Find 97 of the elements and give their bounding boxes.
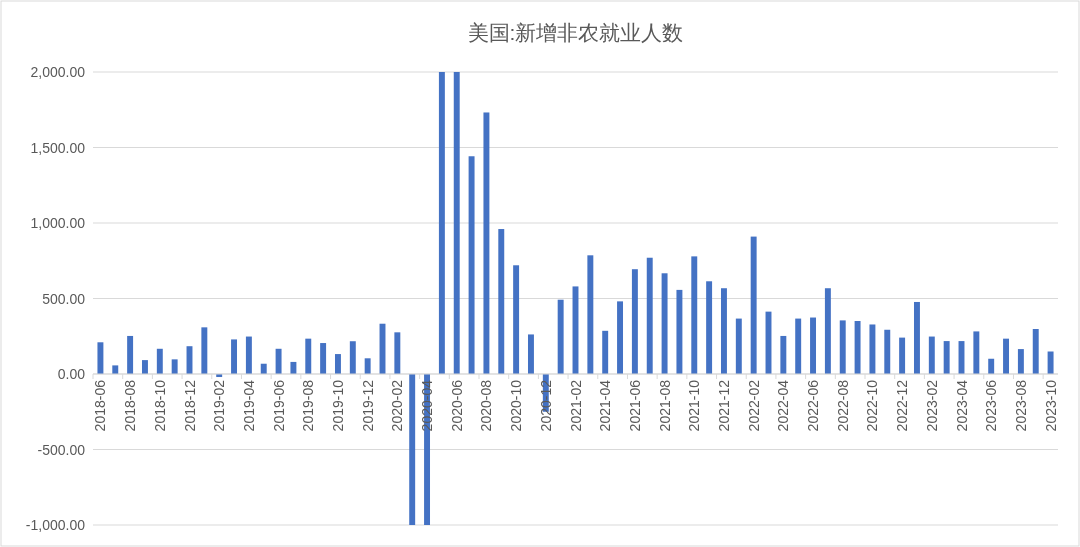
bar [171, 359, 178, 374]
x-tick-label: 2019-12 [359, 379, 376, 432]
bar [201, 327, 208, 374]
bar [1003, 338, 1010, 374]
x-tick-label: 2020-10 [508, 379, 525, 432]
bar [364, 358, 371, 374]
bar [943, 341, 950, 374]
bar [498, 229, 505, 374]
bar [394, 332, 401, 374]
bar [334, 354, 341, 374]
x-tick-label: 2023-02 [923, 379, 940, 432]
bar [97, 342, 104, 374]
bar [988, 358, 995, 374]
x-tick-label: 2019-02 [211, 379, 228, 432]
x-tick-label: 2018-10 [151, 379, 168, 432]
bar [112, 365, 119, 374]
bar [587, 255, 594, 374]
x-tick-label: 2020-08 [478, 379, 495, 432]
bar [973, 331, 980, 374]
bar [720, 288, 727, 374]
x-tick-label: 2021-08 [656, 379, 673, 432]
x-tick-label: 2021-12 [715, 379, 732, 432]
bar [824, 288, 831, 374]
x-tick-label: 2022-12 [894, 379, 911, 432]
x-tick-label: 2022-04 [775, 379, 792, 432]
x-tick-label: 2023-06 [983, 379, 1000, 432]
bar [661, 273, 668, 374]
bar [141, 360, 148, 374]
bar [1032, 329, 1039, 374]
bar [290, 361, 297, 374]
x-tick-label: 2020-04 [419, 379, 436, 432]
bar [780, 335, 787, 374]
y-tick-label: -500.00 [37, 441, 86, 458]
x-tick-label: 2023-10 [1042, 379, 1059, 432]
x-tick-label: 2019-10 [329, 379, 346, 432]
x-tick-label: 2022-10 [864, 379, 881, 432]
bar [305, 338, 312, 374]
bar [795, 318, 802, 374]
x-tick-label: 2021-02 [567, 379, 584, 432]
y-tick-label: 0.00 [57, 366, 86, 382]
bar [513, 265, 520, 374]
x-tick-label: 2022-08 [834, 379, 851, 432]
bar [468, 156, 475, 374]
bar [884, 329, 891, 374]
y-tick-label: 2,000.00 [30, 64, 86, 80]
bar [245, 336, 252, 374]
y-tick-label: 1,000.00 [30, 215, 86, 231]
x-tick-label: 2019-08 [300, 379, 317, 432]
bar [899, 337, 906, 374]
bar [1047, 351, 1054, 374]
bar [839, 320, 846, 374]
bar [735, 318, 742, 374]
x-tick-label: 2021-06 [626, 379, 643, 432]
x-tick-label: 2019-04 [240, 379, 257, 432]
x-tick-label: 2019-06 [270, 379, 287, 432]
x-tick-label: 2020-12 [537, 379, 554, 432]
bar [631, 269, 638, 374]
bar [928, 336, 935, 374]
bar [676, 289, 683, 374]
bar [275, 348, 282, 374]
bar [602, 330, 609, 374]
bar [349, 341, 356, 374]
x-tick-label: 2020-02 [389, 379, 406, 432]
y-tick-label: 1,500.00 [30, 139, 86, 156]
x-tick-label: 2021-04 [597, 379, 614, 432]
x-tick-label: 2022-02 [745, 379, 762, 432]
bar [231, 339, 238, 374]
bar [706, 281, 713, 374]
x-tick-label: 2023-04 [953, 379, 970, 432]
bar [854, 321, 861, 374]
y-tick-label: 500.00 [42, 290, 86, 307]
bar [913, 301, 920, 374]
bar [646, 257, 653, 374]
x-tick-label: 2020-06 [448, 379, 465, 432]
bar [1017, 349, 1024, 374]
bar [527, 334, 534, 374]
bar [750, 236, 757, 374]
bar [617, 301, 624, 374]
bar [483, 112, 490, 374]
x-tick-label: 2018-08 [122, 379, 139, 432]
x-tick-label: 2021-10 [686, 379, 703, 432]
bar [320, 343, 327, 374]
x-tick-label: 2018-06 [92, 379, 109, 432]
x-tick-label: 2018-12 [181, 379, 198, 432]
bar [557, 299, 564, 374]
bar [156, 348, 163, 374]
bar [409, 374, 416, 525]
bar [127, 335, 134, 374]
chart-title: 美国:新增非农就业人数 [467, 21, 684, 44]
y-tick-label: -1,000.00 [25, 517, 86, 533]
bar [453, 72, 460, 374]
bar [810, 317, 817, 374]
x-tick-label: 2022-06 [805, 379, 822, 432]
bar [869, 324, 876, 374]
x-tick-label: 2023-08 [1012, 379, 1029, 432]
bar [691, 256, 698, 374]
bar [438, 72, 445, 374]
